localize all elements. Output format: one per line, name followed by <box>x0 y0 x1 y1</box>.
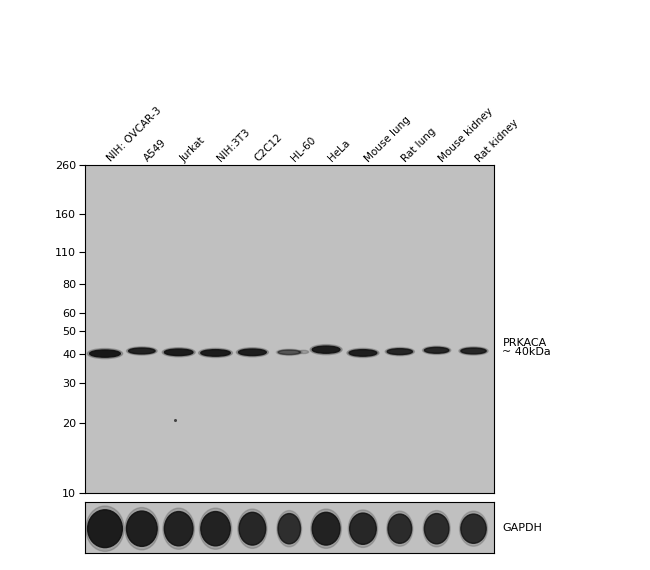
Ellipse shape <box>278 350 300 355</box>
Ellipse shape <box>199 348 233 357</box>
Ellipse shape <box>311 509 341 548</box>
Text: NIH:3T3: NIH:3T3 <box>216 127 252 164</box>
Ellipse shape <box>201 511 230 546</box>
Ellipse shape <box>127 347 157 355</box>
Ellipse shape <box>278 514 300 544</box>
Ellipse shape <box>164 349 193 356</box>
Ellipse shape <box>127 511 157 547</box>
Ellipse shape <box>387 349 413 355</box>
Ellipse shape <box>312 346 340 353</box>
Ellipse shape <box>348 510 378 547</box>
Ellipse shape <box>461 348 486 354</box>
Text: C2C12: C2C12 <box>252 132 284 164</box>
Ellipse shape <box>90 350 120 357</box>
Ellipse shape <box>237 348 268 357</box>
Ellipse shape <box>387 511 413 546</box>
Text: Jurkat: Jurkat <box>179 135 207 164</box>
Ellipse shape <box>424 347 449 353</box>
Text: GAPDH: GAPDH <box>502 523 542 533</box>
Text: NIH: OVCAR-3: NIH: OVCAR-3 <box>105 105 163 164</box>
Ellipse shape <box>239 349 266 356</box>
Ellipse shape <box>459 347 488 355</box>
Ellipse shape <box>239 512 266 545</box>
Text: Mouse lung: Mouse lung <box>363 114 412 164</box>
Ellipse shape <box>277 511 302 547</box>
Ellipse shape <box>424 514 449 544</box>
Ellipse shape <box>312 512 340 545</box>
Ellipse shape <box>162 348 195 357</box>
Text: HeLa: HeLa <box>326 138 352 164</box>
Ellipse shape <box>310 345 342 355</box>
Ellipse shape <box>87 348 123 359</box>
Ellipse shape <box>125 507 159 550</box>
Text: Mouse kidney: Mouse kidney <box>437 105 495 164</box>
Ellipse shape <box>349 349 377 356</box>
Text: Rat kidney: Rat kidney <box>473 117 520 164</box>
Ellipse shape <box>423 511 450 547</box>
Ellipse shape <box>238 509 267 548</box>
Text: ~ 40kDa: ~ 40kDa <box>502 347 551 357</box>
Ellipse shape <box>460 511 488 546</box>
Ellipse shape <box>298 351 309 353</box>
Ellipse shape <box>164 511 193 546</box>
Text: PRKACA: PRKACA <box>502 339 547 348</box>
Ellipse shape <box>201 349 230 356</box>
Text: HL-60: HL-60 <box>289 135 318 164</box>
Ellipse shape <box>461 514 486 543</box>
Ellipse shape <box>88 510 122 548</box>
Ellipse shape <box>129 348 155 354</box>
Text: Rat lung: Rat lung <box>400 126 437 164</box>
Ellipse shape <box>347 348 379 357</box>
Text: A549: A549 <box>142 137 168 164</box>
Ellipse shape <box>385 348 415 356</box>
Ellipse shape <box>163 508 194 549</box>
Ellipse shape <box>200 508 232 549</box>
Ellipse shape <box>388 514 411 543</box>
Ellipse shape <box>276 349 302 356</box>
Ellipse shape <box>86 506 124 551</box>
Ellipse shape <box>422 346 451 355</box>
Ellipse shape <box>350 513 376 544</box>
